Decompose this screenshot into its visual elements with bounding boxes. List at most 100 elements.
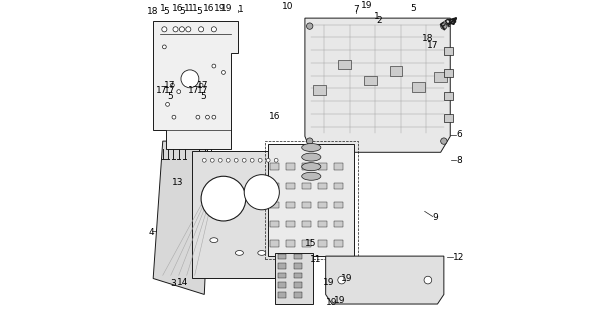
Text: 5: 5 — [164, 7, 169, 16]
Circle shape — [212, 115, 216, 119]
Text: 4: 4 — [149, 228, 154, 237]
Bar — [286, 221, 295, 228]
Text: 9: 9 — [433, 213, 438, 222]
Bar — [270, 202, 280, 208]
Bar — [333, 240, 343, 246]
Text: 2: 2 — [376, 16, 382, 25]
Bar — [270, 221, 280, 228]
Text: 5: 5 — [196, 7, 202, 16]
Text: 1: 1 — [160, 4, 166, 13]
Circle shape — [166, 102, 169, 106]
Text: 1: 1 — [188, 4, 194, 13]
Text: 17: 17 — [197, 81, 208, 90]
Text: 10: 10 — [282, 3, 294, 12]
Circle shape — [172, 115, 176, 119]
Bar — [278, 292, 286, 298]
Bar — [275, 253, 313, 304]
Bar — [444, 114, 454, 122]
Circle shape — [202, 158, 206, 162]
Bar — [444, 69, 454, 77]
Circle shape — [226, 158, 230, 162]
Text: 1: 1 — [374, 12, 379, 21]
Ellipse shape — [302, 172, 321, 180]
Text: 7: 7 — [353, 5, 359, 14]
Text: 18: 18 — [147, 7, 158, 16]
Bar — [278, 253, 286, 259]
Text: 17: 17 — [188, 86, 200, 95]
Circle shape — [250, 158, 254, 162]
Text: 1: 1 — [192, 4, 197, 13]
Circle shape — [212, 64, 216, 68]
Text: 16: 16 — [269, 112, 280, 121]
Circle shape — [210, 158, 214, 162]
Text: 16: 16 — [172, 4, 184, 13]
Polygon shape — [305, 18, 451, 152]
Text: 5: 5 — [411, 4, 416, 13]
Text: 11: 11 — [310, 255, 321, 264]
Circle shape — [196, 115, 200, 119]
Bar — [286, 240, 295, 246]
Circle shape — [218, 158, 222, 162]
Bar — [294, 282, 302, 288]
Ellipse shape — [258, 251, 266, 255]
Bar — [294, 273, 302, 278]
Text: 16: 16 — [204, 4, 215, 13]
Bar — [333, 221, 343, 228]
Text: 6: 6 — [456, 130, 462, 139]
Circle shape — [266, 158, 270, 162]
Text: 19: 19 — [214, 4, 226, 13]
Circle shape — [441, 138, 447, 144]
Circle shape — [186, 27, 191, 32]
Bar — [434, 72, 447, 82]
Circle shape — [211, 27, 216, 32]
Circle shape — [180, 27, 185, 32]
Text: 13: 13 — [172, 178, 184, 187]
Bar — [294, 292, 302, 298]
Text: 14: 14 — [177, 278, 189, 287]
Bar — [333, 164, 343, 170]
Text: 19: 19 — [322, 278, 334, 287]
Circle shape — [258, 158, 262, 162]
Bar — [318, 221, 327, 228]
Circle shape — [205, 115, 210, 119]
Circle shape — [441, 23, 447, 29]
Text: 5: 5 — [180, 7, 185, 16]
Bar — [302, 240, 311, 246]
Circle shape — [170, 83, 174, 87]
Bar — [313, 85, 326, 95]
Bar — [302, 164, 311, 170]
Bar — [286, 183, 295, 189]
Bar — [333, 183, 343, 189]
Circle shape — [181, 70, 199, 88]
Ellipse shape — [302, 143, 321, 151]
Bar — [278, 273, 286, 278]
Bar — [302, 221, 311, 228]
Bar — [270, 240, 280, 246]
Bar — [268, 144, 354, 256]
Circle shape — [162, 45, 166, 49]
Bar — [294, 263, 302, 269]
Bar — [318, 202, 327, 208]
Text: 17: 17 — [197, 86, 208, 95]
Circle shape — [177, 90, 181, 93]
Bar — [444, 92, 454, 100]
Circle shape — [242, 158, 246, 162]
Text: 3: 3 — [170, 279, 176, 288]
Circle shape — [173, 27, 178, 32]
Text: 17: 17 — [164, 81, 176, 90]
Bar — [191, 151, 294, 278]
Text: 17: 17 — [164, 86, 176, 95]
Text: FR.: FR. — [438, 14, 459, 33]
Bar — [278, 263, 286, 269]
Bar — [412, 82, 425, 92]
Text: 19: 19 — [333, 296, 345, 305]
Text: 5: 5 — [167, 92, 173, 101]
Bar — [333, 202, 343, 208]
Text: 12: 12 — [454, 253, 465, 262]
Text: 17: 17 — [156, 86, 167, 95]
Bar — [364, 76, 377, 85]
Polygon shape — [153, 141, 207, 294]
Bar — [265, 141, 357, 259]
Text: 8: 8 — [456, 156, 462, 165]
Bar — [302, 183, 311, 189]
